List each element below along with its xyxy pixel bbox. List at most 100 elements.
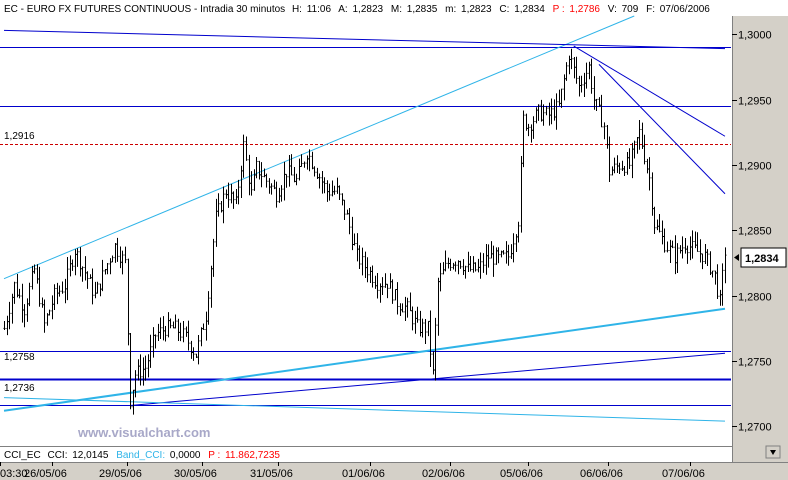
price-bar — [129, 332, 132, 410]
header-min-value: 1,2823 — [461, 4, 492, 15]
price-bar — [232, 191, 235, 209]
price-bar — [663, 228, 666, 253]
price-bar — [41, 297, 44, 308]
price-bar — [724, 247, 727, 284]
price-bar — [467, 251, 470, 273]
price-bar — [265, 173, 268, 188]
price-bar — [303, 161, 306, 168]
price-bar — [449, 258, 452, 271]
price-bar — [139, 354, 142, 386]
header-f-label: F: — [646, 4, 655, 15]
price-bar — [295, 173, 298, 186]
price-bar — [563, 74, 566, 101]
price-bar — [157, 323, 160, 341]
price-bar — [611, 166, 614, 176]
price-bar — [376, 272, 379, 299]
price-bar — [558, 89, 561, 106]
price-bar — [694, 231, 697, 249]
price-bar — [434, 317, 437, 381]
price-bar — [381, 277, 384, 295]
price-bar — [515, 234, 518, 253]
price-bar — [638, 120, 641, 150]
price-bar — [121, 250, 124, 275]
price-bar — [669, 239, 672, 263]
price-bar — [424, 318, 427, 345]
price-bar — [369, 266, 372, 283]
price-bar — [595, 98, 598, 112]
time-axis[interactable] — [0, 462, 788, 480]
price-bar — [414, 310, 417, 334]
price-bar — [197, 334, 200, 365]
price-bar — [653, 206, 656, 234]
trendline-2 — [3, 29, 726, 50]
price-bar — [648, 157, 651, 191]
price-bar — [676, 243, 679, 274]
header-text: EC - EURO FX FUTURES CONTINUOUS - Intrad… — [4, 4, 710, 15]
price-bar — [510, 244, 513, 260]
price-bar — [575, 56, 578, 84]
price-bar — [38, 266, 41, 307]
price-bar — [283, 161, 286, 201]
header-h-value: 11:06 — [307, 4, 332, 15]
price-bar — [225, 189, 228, 199]
price-bar — [220, 200, 223, 213]
price-bar — [716, 264, 719, 299]
price-bar — [714, 270, 717, 285]
price-bar — [116, 237, 119, 262]
price-bar — [505, 241, 508, 264]
price-bar — [33, 264, 36, 274]
y-tick-label: 1,2700 — [738, 422, 772, 434]
price-bar — [406, 297, 409, 318]
header-max-value: 1,2835 — [407, 4, 438, 15]
price-bar — [187, 320, 190, 351]
header-p-value: 1,2786 — [569, 4, 600, 15]
price-bar — [656, 219, 659, 231]
price-bar — [172, 321, 175, 329]
price-bar — [389, 273, 392, 289]
price-bar — [361, 247, 364, 276]
price-bar — [64, 278, 67, 304]
price-bar — [588, 61, 591, 80]
price-bar — [137, 359, 140, 381]
price-bar — [177, 318, 180, 341]
price-bar — [237, 179, 240, 205]
price-axis[interactable] — [732, 16, 788, 462]
price-bar — [633, 140, 636, 159]
price-bar — [316, 167, 319, 179]
price-bar — [646, 158, 649, 174]
price-bar — [684, 238, 687, 254]
price-bar — [290, 154, 293, 176]
price-bar — [162, 316, 165, 341]
price-bar — [280, 185, 283, 202]
header-min-label: m: — [445, 4, 456, 15]
price-bar — [490, 241, 493, 259]
last-price-box — [740, 247, 787, 268]
price-bar — [300, 154, 303, 167]
price-bar — [3, 321, 6, 331]
price-bar — [36, 264, 39, 284]
price-bar — [179, 322, 182, 342]
y-tick-label: 1,2850 — [738, 226, 772, 238]
price-bar — [147, 354, 150, 378]
price-bar — [230, 183, 233, 204]
price-bar — [608, 136, 611, 182]
price-bar — [190, 340, 193, 359]
price-bar — [618, 162, 621, 175]
price-bar — [336, 177, 339, 194]
level-label-3: 1,2736 — [4, 383, 35, 394]
price-bar — [26, 298, 29, 322]
trendline-0 — [3, 15, 635, 280]
indicator-text: CCI_EC CCI: 12,0145 Band_CCI: 0,0000 P :… — [4, 450, 280, 461]
price-bar — [31, 265, 34, 290]
price-bars — [3, 48, 727, 415]
plot-area[interactable] — [0, 16, 732, 446]
price-bar — [127, 258, 130, 346]
price-bar — [550, 98, 553, 125]
header-h-label: H: — [292, 4, 302, 15]
price-bar — [275, 181, 278, 208]
price-bar — [154, 334, 157, 349]
price-bar — [338, 185, 341, 201]
price-bar — [535, 107, 538, 124]
x-tick-label: 30/05/06 — [174, 468, 217, 480]
price-bar — [81, 266, 84, 282]
